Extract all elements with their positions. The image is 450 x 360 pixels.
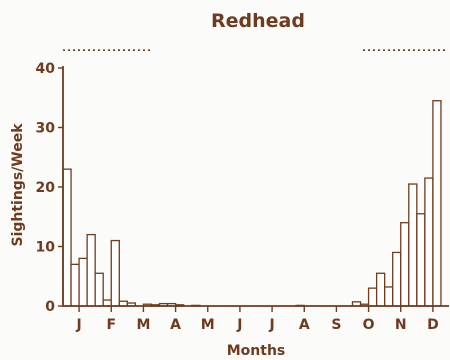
bar bbox=[392, 251, 402, 307]
y-tick-label: 10 bbox=[36, 240, 56, 256]
bar bbox=[367, 287, 378, 307]
bar bbox=[70, 263, 80, 307]
x-tick-label: A bbox=[299, 317, 310, 333]
y-axis-label: Sightings/Week bbox=[10, 123, 26, 247]
x-tick-label: O bbox=[363, 317, 375, 333]
x-tick-label: J bbox=[268, 317, 274, 333]
chart-axes bbox=[62, 66, 449, 307]
x-tick-label: N bbox=[395, 317, 407, 333]
x-tick-label: J bbox=[236, 317, 242, 333]
bar bbox=[78, 257, 88, 307]
bar bbox=[384, 286, 394, 307]
y-axis-ticks: 0 10 20 30 40 bbox=[36, 61, 63, 315]
bar bbox=[375, 272, 386, 307]
y-tick-label: 40 bbox=[36, 61, 56, 77]
bar bbox=[432, 100, 442, 307]
y-tick-label: 20 bbox=[36, 180, 56, 196]
bar bbox=[400, 222, 410, 307]
bar bbox=[94, 272, 104, 307]
x-axis-label: Months bbox=[227, 343, 286, 359]
x-tick-label: S bbox=[331, 317, 341, 333]
x-tick-label: F bbox=[106, 317, 116, 333]
x-tick-label: M bbox=[136, 317, 150, 333]
bar bbox=[424, 177, 434, 307]
x-tick-label: M bbox=[201, 317, 215, 333]
x-tick-label: A bbox=[170, 317, 181, 333]
chart-title: Redhead bbox=[211, 10, 305, 32]
bar bbox=[110, 239, 120, 307]
y-tick-label: 0 bbox=[45, 299, 55, 315]
bars bbox=[62, 100, 442, 307]
bar bbox=[62, 168, 72, 307]
x-tick-label: J bbox=[75, 317, 81, 333]
bar bbox=[416, 213, 426, 307]
bar bbox=[408, 183, 418, 307]
x-tick-label: D bbox=[427, 317, 439, 333]
y-tick-label: 30 bbox=[36, 121, 56, 137]
bar bbox=[86, 233, 96, 307]
